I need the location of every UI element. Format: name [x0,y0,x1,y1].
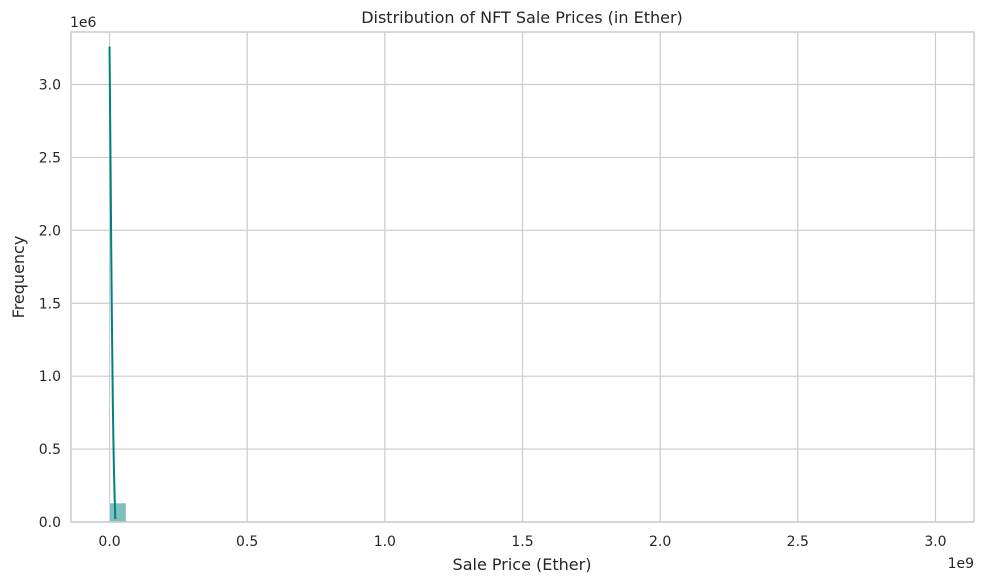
chart-title: Distribution of NFT Sale Prices (in Ethe… [361,8,683,27]
x-tick-label: 0.0 [98,534,120,550]
x-axis-ticks: 0.0 0.5 1.0 1.5 2.0 2.5 3.0 [98,534,946,550]
y-tick-label: 0.0 [39,515,61,531]
x-tick-label: 1.0 [374,534,396,550]
histogram-bar [109,502,127,523]
y-tick-label: 1.0 [39,369,61,385]
histogram-bars [109,502,127,523]
y-axis-label: Frequency [9,236,28,319]
grid [71,32,974,523]
y-tick-label: 0.5 [39,442,61,458]
y-tick-label: 3.0 [39,78,61,94]
kde-line-group [108,46,117,520]
plot-frame [70,31,975,523]
x-tick-label: 1.5 [511,534,533,550]
y-axis-ticks: 0.0 0.5 1.0 1.5 2.0 2.5 3.0 [39,78,61,532]
kde-line [108,46,117,520]
x-tick-label: 0.5 [236,534,258,550]
x-tick-label: 3.0 [924,534,946,550]
x-offset-label: 1e9 [948,556,974,572]
y-offset-label: 1e6 [70,15,97,31]
y-tick-label: 1.5 [39,296,61,312]
x-tick-label: 2.5 [787,534,809,550]
y-tick-label: 2.5 [39,150,61,166]
x-tick-label: 2.0 [649,534,671,550]
x-axis-label: Sale Price (Ether) [453,555,592,574]
y-tick-label: 2.0 [39,223,61,239]
